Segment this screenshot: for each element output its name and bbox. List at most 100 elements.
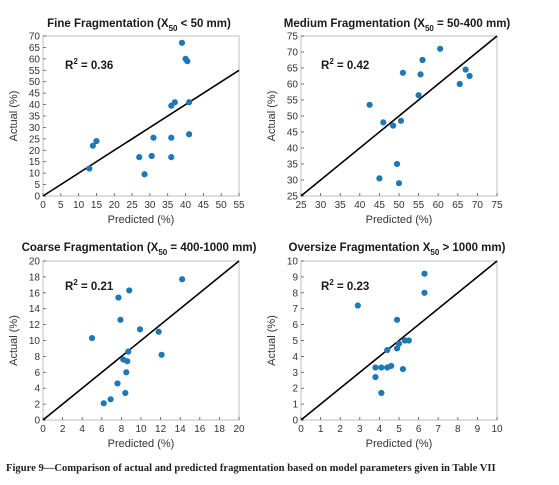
y-tick-label: 55 xyxy=(287,96,299,107)
data-point xyxy=(419,56,426,64)
r-squared-superscript: 2 xyxy=(329,57,334,66)
data-point xyxy=(393,316,401,323)
data-point xyxy=(158,351,165,358)
y-tick-label: 55 xyxy=(29,66,41,77)
data-point xyxy=(376,175,383,182)
y-tick-label: 60 xyxy=(287,80,299,91)
x-tick-label: 40 xyxy=(180,200,192,211)
y-tick-label: 10 xyxy=(29,169,41,180)
x-axis-label: Predicted (%) xyxy=(108,438,175,450)
y-tick-label: 5 xyxy=(34,180,40,191)
reference-line-y-equals-x xyxy=(42,69,240,197)
x-tick-label: 5 xyxy=(58,200,64,211)
y-tick-label: 5 xyxy=(292,336,298,347)
x-tick-label: 4 xyxy=(377,424,383,435)
y-tick-label: 16 xyxy=(29,288,41,299)
chart-title: Fine Fragmentation (X50 < 50 mm) xyxy=(47,18,231,33)
y-tick-label: 7 xyxy=(292,304,298,315)
y-tick-label: 45 xyxy=(287,128,299,139)
data-point xyxy=(115,294,122,301)
y-tick-label: 6 xyxy=(34,368,40,379)
x-tick-label: 50 xyxy=(216,200,228,211)
x-tick-label: 16 xyxy=(194,424,206,435)
chart-title-text: = 400-1000 mm) xyxy=(167,242,256,254)
data-point xyxy=(141,171,148,178)
y-tick-label: 6 xyxy=(292,320,298,331)
y-tick-label: 3 xyxy=(292,368,298,379)
data-point xyxy=(397,117,405,124)
x-tick-label: 60 xyxy=(433,200,445,211)
data-point xyxy=(393,160,401,168)
data-point xyxy=(107,396,114,403)
data-point xyxy=(372,373,379,381)
data-point xyxy=(421,289,428,296)
data-point xyxy=(378,389,385,397)
y-axis-label: Actual (%) xyxy=(8,315,20,366)
x-tick-label: 10 xyxy=(73,200,85,211)
data-point xyxy=(462,66,469,73)
y-tick-label: 18 xyxy=(29,272,41,283)
data-point xyxy=(184,58,191,65)
data-point xyxy=(378,364,385,371)
y-tick-label: 2 xyxy=(34,400,40,411)
x-tick-label: 2 xyxy=(337,424,343,435)
y-tick-label: 65 xyxy=(287,64,299,75)
chart-panel-2: Medium Fragmentation (X50 = 50-400 mm)25… xyxy=(266,18,510,226)
figure: Fine Fragmentation (X50 < 50 mm)0 5 10 15 20… xyxy=(8,18,510,450)
y-tick-label: 4 xyxy=(292,352,298,363)
y-tick-label: 2 xyxy=(292,384,298,395)
y-tick-label: 75 xyxy=(287,32,299,43)
r-squared-text: = 0.36 xyxy=(78,60,114,72)
y-tick-label: 10 xyxy=(29,336,41,347)
data-point xyxy=(179,276,186,283)
x-tick-label: 0 xyxy=(40,424,46,435)
r-squared-annotation: R2 = 0.36 xyxy=(65,57,113,72)
data-point xyxy=(395,180,403,187)
data-point xyxy=(125,348,132,355)
x-tick-label: 70 xyxy=(472,200,484,211)
reference-line-y-equals-x xyxy=(300,260,498,421)
y-tick-label: 40 xyxy=(29,100,41,111)
data-point xyxy=(150,134,157,141)
chart-title-subscript: 50 xyxy=(158,248,167,257)
x-tick-label: 35 xyxy=(162,200,174,211)
x-tick-label: 30 xyxy=(144,200,156,211)
x-axis-label: Predicted (%) xyxy=(108,214,175,226)
r-squared-text: R xyxy=(321,281,330,293)
data-point xyxy=(86,165,93,172)
x-tick-label: 1 xyxy=(318,424,324,435)
y-tick-label: 1 xyxy=(292,400,298,411)
x-tick-label: 5 xyxy=(396,424,402,435)
chart-panel-1: Fine Fragmentation (X50 < 50 mm)0 5 10 15 20… xyxy=(8,18,245,226)
data-point xyxy=(372,364,379,371)
y-tick-label: 4 xyxy=(34,384,40,395)
x-tick-label: 40 xyxy=(354,200,366,211)
r-squared-text: = 0.21 xyxy=(78,281,114,293)
r-squared-text: = 0.42 xyxy=(334,60,370,72)
x-tick-label: 14 xyxy=(175,424,187,435)
x-tick-label: 3 xyxy=(357,424,363,435)
reference-line-y-equals-x xyxy=(300,35,498,197)
y-axis-label: Actual (%) xyxy=(266,315,278,366)
data-point xyxy=(114,380,121,387)
data-point xyxy=(417,71,424,78)
y-axis-label: Actual (%) xyxy=(266,91,278,142)
data-point xyxy=(124,358,131,365)
y-tick-label: 20 xyxy=(29,146,41,157)
y-tick-label: 35 xyxy=(29,112,41,123)
data-point xyxy=(171,99,178,106)
chart-panel-4: Oversize Fragmentation X50 > 1000 mm)0 1 2… xyxy=(266,242,506,450)
chart-title: Coarse Fragmentation (X50 = 400-1000 mm) xyxy=(22,242,257,257)
r-squared-superscript: 2 xyxy=(329,278,334,287)
chart-title-text: Oversize Fragmentation X xyxy=(289,242,431,254)
y-tick-label: 0 xyxy=(34,416,40,427)
chart-title-text: > 1000 mm) xyxy=(439,242,505,254)
y-tick-label: 70 xyxy=(287,48,299,59)
data-point xyxy=(456,80,463,88)
y-tick-label: 65 xyxy=(29,43,41,54)
data-point xyxy=(384,346,391,354)
x-tick-label: 15 xyxy=(91,200,103,211)
x-tick-label: 55 xyxy=(233,200,245,211)
reference-line-y-equals-x xyxy=(42,260,240,421)
y-tick-label: 35 xyxy=(287,160,299,171)
